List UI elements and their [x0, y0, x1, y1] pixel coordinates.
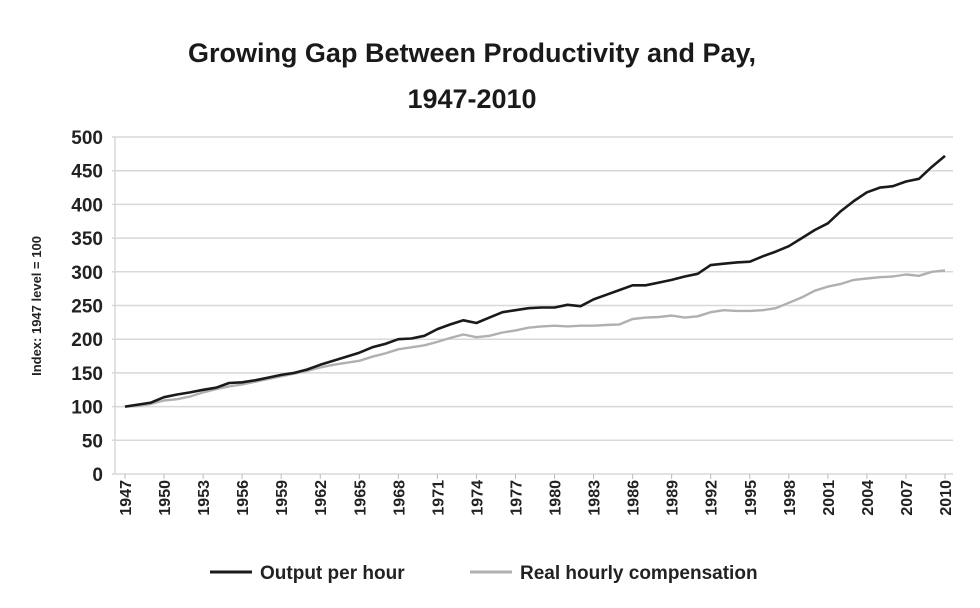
x-tick-label: 2010	[938, 480, 955, 516]
x-tick-label: 1965	[352, 480, 369, 516]
legend-label-compensation: Real hourly compensation	[520, 563, 758, 584]
x-tick-label: 1956	[235, 480, 252, 516]
x-tick-label: 1992	[704, 480, 721, 516]
y-tick-label: 200	[71, 330, 103, 351]
legend-label-output: Output per hour	[260, 563, 405, 584]
x-axis-ticks: 1947 1950 1953 1956 1959 1962 1965 1968 1971 1974…	[118, 474, 955, 516]
x-tick-label: 1971	[430, 480, 447, 516]
x-tick-label: 2007	[899, 480, 916, 516]
x-tick-label: 1980	[548, 480, 565, 516]
x-tick-label: 1983	[587, 480, 604, 516]
y-tick-label: 0	[92, 465, 103, 486]
x-tick-label: 1947	[118, 480, 135, 516]
y-tick-label: 150	[71, 364, 103, 385]
x-tick-label: 2004	[860, 480, 877, 516]
y-tick-label: 50	[82, 431, 103, 452]
y-tick-label: 400	[71, 195, 103, 216]
x-tick-label: 1968	[391, 480, 408, 516]
gridlines	[112, 136, 953, 475]
legend: Output per hour Real hourly compensation	[210, 563, 758, 584]
y-tick-label: 100	[71, 398, 103, 419]
y-axis-ticks: 0 50 100 150 200 250 300 350 400 450 500	[71, 128, 103, 486]
y-tick-label: 300	[71, 263, 103, 284]
x-tick-label: 2001	[821, 480, 838, 516]
x-tick-label: 1974	[469, 480, 486, 516]
y-tick-label: 450	[71, 162, 103, 183]
series-line-real-hourly-compensation	[124, 269, 946, 408]
y-axis-label: Index: 1947 level = 100	[29, 236, 44, 376]
y-tick-label: 350	[71, 229, 103, 250]
chart-subtitle: 1947-2010	[407, 84, 536, 114]
x-tick-label: 1998	[782, 480, 799, 516]
series-lines	[124, 154, 946, 408]
x-tick-label: 1962	[313, 480, 330, 516]
x-tick-label: 1995	[743, 480, 760, 516]
x-tick-label: 1986	[626, 480, 643, 516]
x-tick-label: 1959	[274, 480, 291, 516]
y-tick-label: 500	[71, 128, 103, 149]
series-line-output-per-hour	[124, 154, 946, 408]
x-tick-label: 1953	[196, 480, 213, 516]
x-tick-label: 1950	[157, 480, 174, 516]
chart-title: Growing Gap Between Productivity and Pay…	[188, 38, 756, 68]
x-tick-label: 1977	[508, 480, 525, 516]
x-tick-label: 1989	[665, 480, 682, 516]
y-tick-label: 250	[71, 297, 103, 318]
